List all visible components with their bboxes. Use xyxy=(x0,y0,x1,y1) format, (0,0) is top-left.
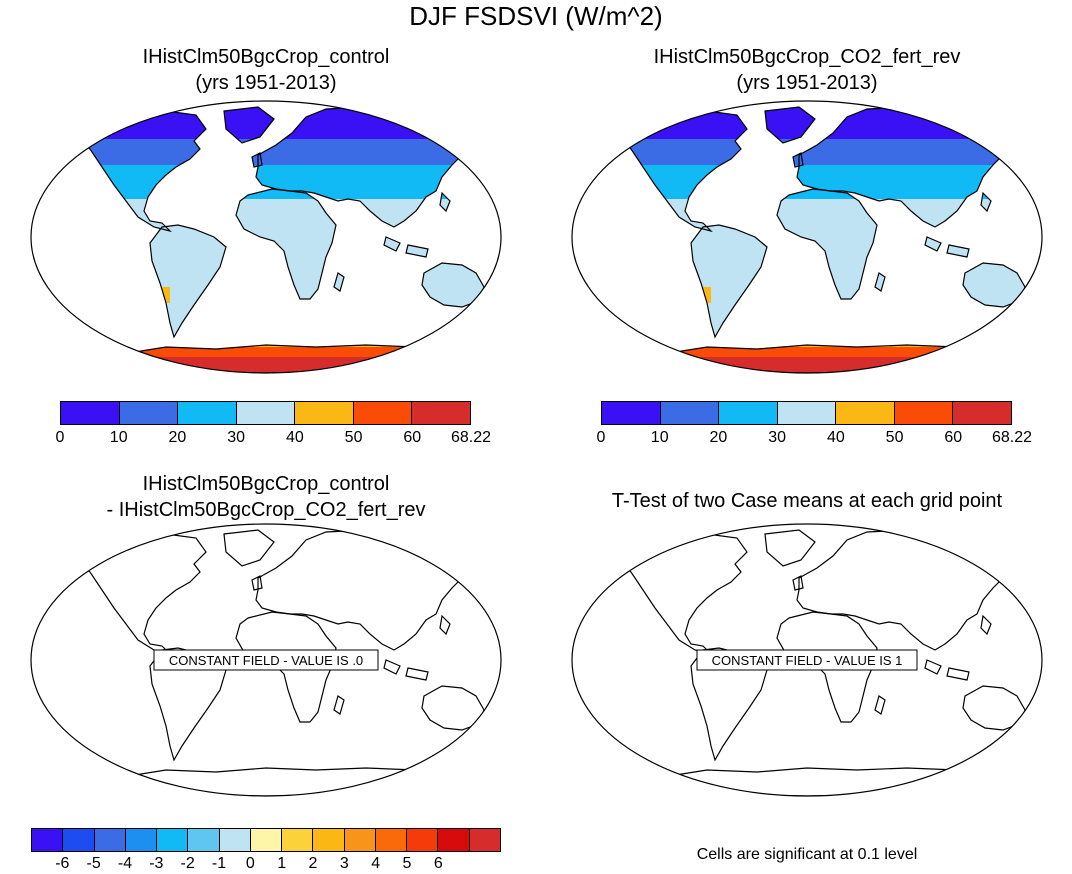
colorbar-swatch xyxy=(407,829,439,851)
panel-control-title-line2: (yrs 1951-2013) xyxy=(195,72,337,94)
colorbar-swatch xyxy=(188,829,220,851)
colorbar-swatch xyxy=(295,402,354,424)
colorbar-swatch xyxy=(157,829,189,851)
panel-co2-title-line1: IHistClm50BgcCrop_CO2_fert_rev xyxy=(653,46,961,68)
colorbar-tick-label: 60 xyxy=(403,429,422,446)
colorbar-tick-label: 2 xyxy=(308,855,318,872)
colorbar-top-right xyxy=(601,401,1012,425)
colorbar-tick-label: 20 xyxy=(709,429,728,446)
colorbar-top-left xyxy=(60,401,471,425)
colorbar-tick-label: 60 xyxy=(944,429,963,446)
ttest-constant-message: CONSTANT FIELD - VALUE IS 1 xyxy=(712,653,903,668)
colorbar-swatch xyxy=(344,829,376,851)
colorbar-bottom xyxy=(31,828,501,852)
colorbar-swatch xyxy=(282,829,314,851)
colorbar-tick-label: 40 xyxy=(285,429,304,446)
colorbar-swatch xyxy=(719,402,778,424)
panel-control-title-line1: IHistClm50BgcCrop_control xyxy=(142,46,390,68)
map-co2 xyxy=(571,100,1043,374)
colorbar-swatch xyxy=(353,402,413,424)
colorbar-swatch xyxy=(178,402,237,424)
colorbar-swatch xyxy=(469,829,500,851)
colorbar-swatch xyxy=(94,829,126,851)
colorbar-tick-label: 68.22 xyxy=(450,429,492,446)
diff-constant-message: CONSTANT FIELD - VALUE IS .0 xyxy=(169,653,363,668)
figure-title: DJF FSDSVI (W/m^2) xyxy=(409,1,663,31)
colorbar-swatch xyxy=(777,402,837,424)
colorbar-tick-label: 10 xyxy=(650,429,669,446)
colorbar-tick-label: -2 xyxy=(180,855,195,872)
colorbar-swatch xyxy=(375,829,408,851)
colorbar-tick-label: -3 xyxy=(149,855,164,872)
colorbar-tick-label: -5 xyxy=(86,855,101,872)
colorbar-tick-label: 68.22 xyxy=(991,429,1033,446)
colorbar-tick-label: -4 xyxy=(117,855,133,872)
colorbar-swatch xyxy=(219,829,251,851)
panel-diff-title-line1: IHistClm50BgcCrop_control xyxy=(142,473,390,495)
colorbar-tick-label: 5 xyxy=(402,855,412,872)
colorbar-tick-label: -1 xyxy=(211,855,227,872)
colorbar-tick-label: 30 xyxy=(768,429,787,446)
colorbar-tick-label: 50 xyxy=(344,429,363,446)
colorbar-tick-label: 40 xyxy=(826,429,845,446)
colorbar-swatch xyxy=(125,829,158,851)
map-diff: CONSTANT FIELD - VALUE IS .0 xyxy=(30,523,502,797)
colorbar-tick-label: 10 xyxy=(109,429,128,446)
colorbar-swatch xyxy=(412,402,471,424)
colorbar-tick-label: 30 xyxy=(227,429,246,446)
colorbar-tick-label: 50 xyxy=(885,429,904,446)
colorbar-swatch xyxy=(602,402,661,424)
map-control xyxy=(30,100,502,374)
panel-co2-title-line2: (yrs 1951-2013) xyxy=(736,72,878,94)
colorbar-tick-label: 0 xyxy=(596,429,606,446)
colorbar-swatch xyxy=(63,829,95,851)
colorbar-tick-label: 20 xyxy=(168,429,187,446)
colorbar-tick-label: 1 xyxy=(277,855,287,872)
colorbar-swatch xyxy=(119,402,179,424)
colorbar-tick-label: 6 xyxy=(433,855,443,872)
colorbar-tick-label: 3 xyxy=(339,855,349,872)
map-ttest: CONSTANT FIELD - VALUE IS 1 xyxy=(571,523,1043,797)
colorbar-swatch xyxy=(836,402,895,424)
colorbar-swatch xyxy=(32,829,64,851)
colorbar-swatch xyxy=(894,402,954,424)
colorbar-swatch xyxy=(953,402,1012,424)
colorbar-swatch xyxy=(313,829,345,851)
panel-ttest-title: T-Test of two Case means at each grid po… xyxy=(611,490,1003,512)
colorbar-tick-label: -6 xyxy=(55,855,70,872)
colorbar-tick-label: 0 xyxy=(245,855,255,872)
panel-diff-title-line2: - IHistClm50BgcCrop_CO2_fert_rev xyxy=(106,499,426,521)
colorbar-tick-label: 4 xyxy=(371,855,381,872)
ttest-footnote: Cells are significant at 0.1 level xyxy=(696,846,918,863)
colorbar-swatch xyxy=(660,402,720,424)
colorbar-swatch xyxy=(236,402,296,424)
colorbar-tick-label: 0 xyxy=(55,429,65,446)
colorbar-swatch xyxy=(61,402,120,424)
colorbar-swatch xyxy=(250,829,283,851)
colorbar-swatch xyxy=(438,829,470,851)
